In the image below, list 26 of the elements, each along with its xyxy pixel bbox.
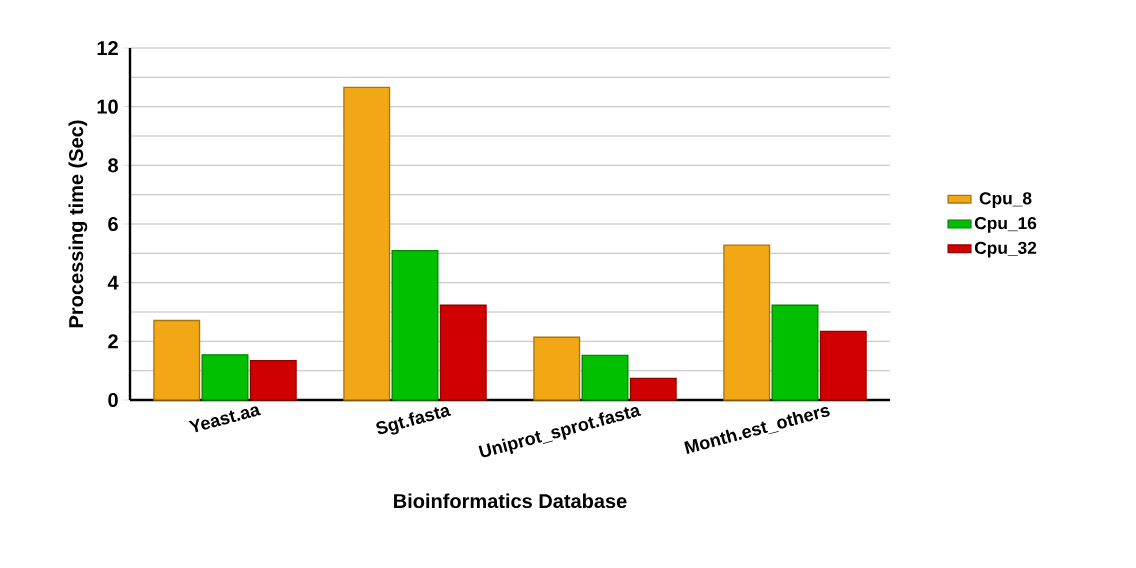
legend-label: Cpu_8 bbox=[979, 192, 1032, 208]
bar bbox=[581, 354, 629, 401]
legend-label: Cpu_16 bbox=[974, 216, 1037, 233]
y-tick-label: 10 bbox=[97, 99, 118, 114]
y-tick-label: 4 bbox=[107, 275, 119, 290]
bar bbox=[533, 336, 581, 401]
y-tick-label: 8 bbox=[108, 158, 118, 173]
bar bbox=[819, 330, 867, 401]
bar bbox=[249, 360, 297, 401]
y-tick-label: 6 bbox=[108, 216, 118, 232]
bar bbox=[771, 304, 819, 401]
bar bbox=[343, 86, 391, 401]
y-tick-label: 12 bbox=[97, 41, 118, 55]
bar bbox=[153, 319, 201, 401]
bar bbox=[629, 377, 677, 401]
bar bbox=[201, 354, 249, 401]
bar bbox=[723, 244, 771, 401]
y-tick-label: 2 bbox=[108, 334, 118, 349]
x-axis-title: Bioinformatics Database bbox=[394, 493, 627, 509]
bar bbox=[391, 250, 439, 401]
y-axis-title: Processing time (Sec) bbox=[68, 120, 88, 328]
legend-label: Cpu_32 bbox=[974, 241, 1037, 258]
x-tick-label: Sgt.fasta bbox=[376, 407, 452, 435]
bar bbox=[439, 304, 487, 401]
y-tick-label: 0 bbox=[108, 392, 118, 408]
x-tick-label: Yeast.aa bbox=[188, 406, 262, 433]
